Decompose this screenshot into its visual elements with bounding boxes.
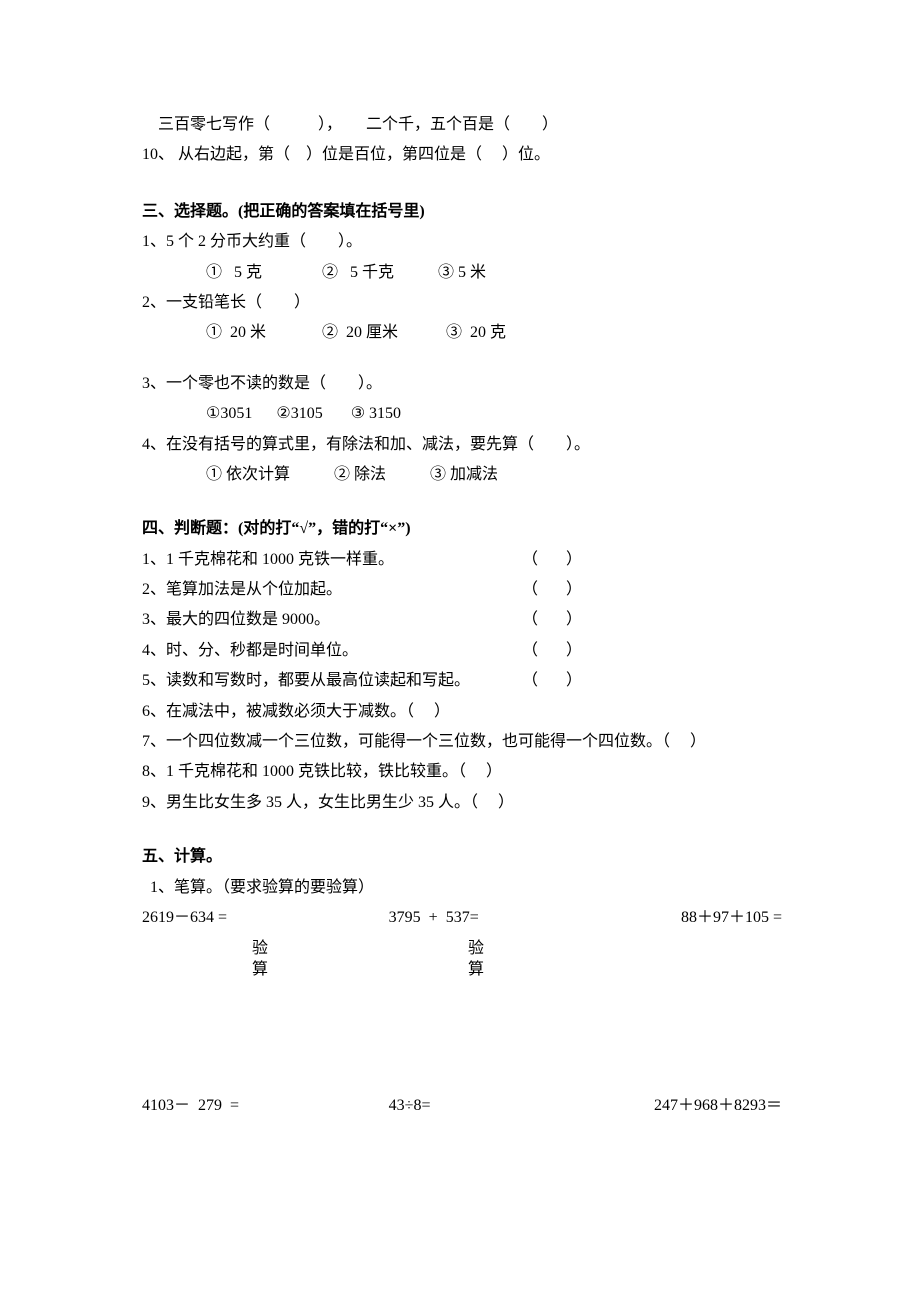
verify-char: 算	[252, 960, 268, 981]
verify-row: 验 算 验 算	[142, 939, 782, 981]
judge-row: 2、笔算加法是从个位加起。 （ ）	[142, 575, 782, 605]
calc-cell: 2619－634 =	[142, 903, 339, 933]
judge-row-wide: 7、一个四位数减一个三位数，可能得一个三位数，也可能得一个四位数。（ ）	[142, 727, 782, 757]
judge-paren: （ ）	[522, 545, 582, 575]
q1: 1、5 个 2 分币大约重（ ）。	[142, 227, 782, 257]
q2: 2、一支铅笔长（ ）	[142, 288, 782, 318]
verify-char: 算	[468, 960, 484, 981]
gap	[142, 349, 782, 369]
judge-stmt: 4、时、分、秒都是时间单位。	[142, 636, 522, 666]
q4-options: ① 依次计算 ② 除法 ③ 加减法	[206, 460, 782, 490]
calc-cell: 4103－ 279 =	[142, 1091, 339, 1121]
judge-row: 5、读数和写数时，都要从最高位读起和写起。 （ ）	[142, 666, 782, 696]
q3-options: ①3051 ②3105 ③ 3150	[206, 399, 782, 429]
verify-char: 验	[468, 939, 484, 960]
judge-paren: （ ）	[522, 636, 582, 666]
judge-paren: （ ）	[522, 575, 582, 605]
judge-row: 4、时、分、秒都是时间单位。 （ ）	[142, 636, 782, 666]
verify-label: 验 算	[468, 939, 484, 981]
section-5-sub1: 1、笔算。（要求验算的要验算）	[142, 873, 782, 903]
verify-char: 验	[252, 939, 268, 960]
calc-cell: 247＋968＋8293＝	[585, 1091, 782, 1121]
gap	[142, 490, 782, 514]
judge-stmt: 3、最大的四位数是 9000。	[142, 605, 522, 635]
judge-stmt: 2、笔算加法是从个位加起。	[142, 575, 522, 605]
judge-paren: （ ）	[522, 605, 582, 635]
intro-line-2: 10、 从右边起，第（ ）位是百位，第四位是（ ）位。	[142, 140, 782, 170]
page: 三百零七写作（ ）， 二个千，五个百是（ ） 10、 从右边起，第（ ）位是百位…	[0, 0, 920, 1181]
judge-row: 1、1 千克棉花和 1000 克铁一样重。 （ ）	[142, 545, 782, 575]
section-4-heading: 四、判断题：(对的打“√”，错的打“×”)	[142, 514, 782, 544]
calc-row-2: 4103－ 279 = 43÷8= 247＋968＋8293＝	[142, 1091, 782, 1121]
judge-stmt: 5、读数和写数时，都要从最高位读起和写起。	[142, 666, 522, 696]
judge-row-wide: 9、男生比女生多 35 人，女生比男生少 35 人。（ ）	[142, 788, 782, 818]
q3: 3、一个零也不读的数是（ ）。	[142, 369, 782, 399]
q4: 4、在没有括号的算式里，有除法和加、减法，要先算（ ）。	[142, 430, 782, 460]
q2-options: ① 20 米 ② 20 厘米 ③ 20 克	[206, 318, 782, 348]
calc-row-1: 2619－634 = 3795 + 537= 88＋97＋105 =	[142, 903, 782, 933]
calc-cell: 3795 + 537=	[339, 903, 586, 933]
gap	[142, 171, 782, 197]
section-3-heading: 三、选择题。(把正确的答案填在括号里)	[142, 197, 782, 227]
judge-stmt: 1、1 千克棉花和 1000 克铁一样重。	[142, 545, 522, 575]
gap	[142, 818, 782, 842]
judge-paren: （ ）	[522, 666, 582, 696]
intro-line-1-left: 三百零七写作（ ），	[142, 110, 342, 140]
gap	[142, 981, 782, 1091]
judge-row-wide: 6、在减法中，被减数必须大于减数。（ ）	[142, 697, 782, 727]
q1-options: ① 5 克 ② 5 千克 ③ 5 米	[206, 258, 782, 288]
intro-line-1: 三百零七写作（ ）， 二个千，五个百是（ ）	[142, 110, 782, 140]
intro-line-1-right: 二个千，五个百是（ ）	[342, 110, 558, 140]
calc-cell: 43÷8=	[339, 1091, 586, 1121]
calc-cell: 88＋97＋105 =	[585, 903, 782, 933]
section-5-heading: 五、计算。	[142, 842, 782, 872]
verify-label: 验 算	[252, 939, 268, 981]
judge-row-wide: 8、1 千克棉花和 1000 克铁比较，铁比较重。（ ）	[142, 757, 782, 787]
judge-row: 3、最大的四位数是 9000。 （ ）	[142, 605, 782, 635]
